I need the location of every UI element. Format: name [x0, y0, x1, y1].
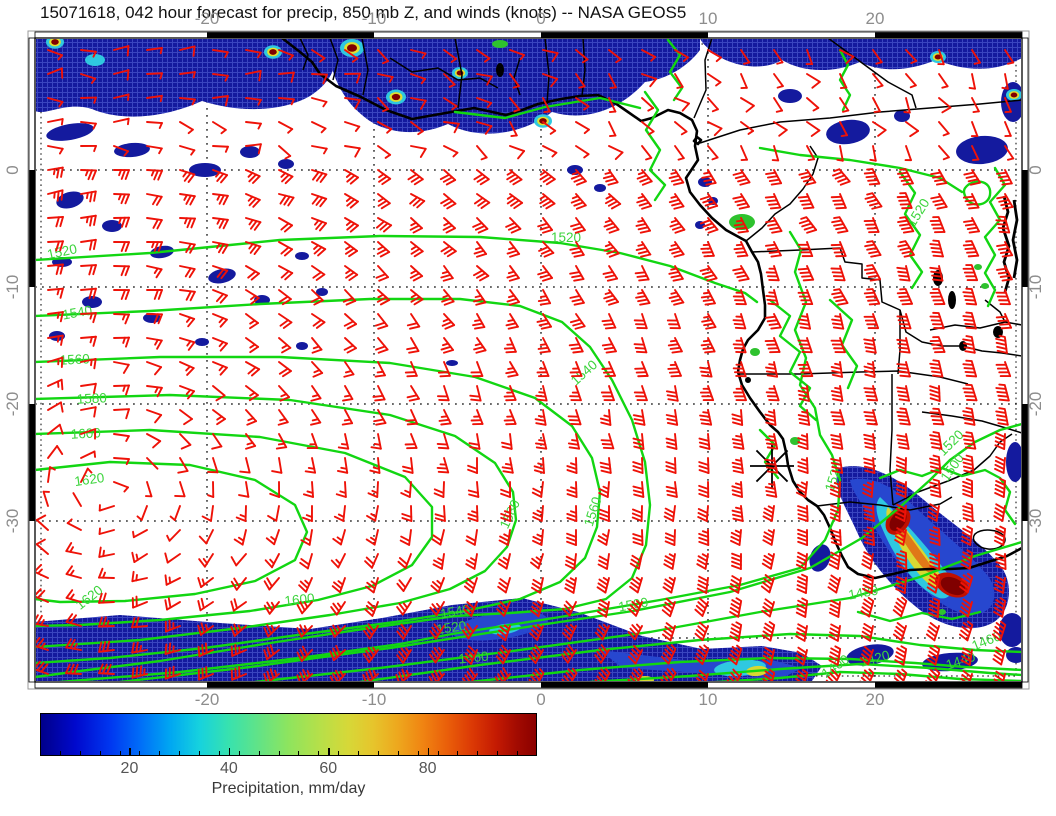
colorbar-minor-tick	[119, 751, 121, 755]
colorbar-minor-tick	[238, 751, 240, 755]
colorbar-major-tick	[129, 748, 131, 755]
colorbar-minor-tick	[457, 751, 459, 755]
colorbar-minor-tick	[258, 751, 260, 755]
colorbar-minor-tick	[179, 751, 181, 755]
colorbar-minor-tick	[278, 751, 280, 755]
svg-text:1540: 1540	[439, 602, 471, 622]
svg-text:1500: 1500	[617, 595, 649, 615]
colorbar-tick-label: 80	[418, 760, 437, 777]
colorbar-major-tick	[427, 748, 430, 755]
colorbar-minor-tick	[218, 751, 220, 755]
colorbar-minor-tick	[437, 751, 439, 755]
map-frame	[27, 30, 1030, 690]
colorbar-minor-tick	[159, 751, 161, 755]
colorbar-minor-tick	[298, 751, 300, 755]
colorbar-minor-tick	[139, 751, 141, 755]
colorbar	[40, 713, 537, 756]
colorbar-minor-tick	[79, 751, 81, 755]
colorbar-minor-tick	[377, 751, 379, 755]
svg-text:1620: 1620	[73, 470, 105, 489]
plot-title: 15071618, 042 hour forecast for precip, …	[40, 3, 687, 22]
colorbar-major-tick	[228, 748, 231, 755]
colorbar-minor-tick	[338, 751, 340, 755]
colorbar-minor-tick	[517, 751, 519, 755]
colorbar-minor-tick	[417, 751, 419, 755]
colorbar-major-tick	[328, 748, 330, 755]
colorbar-minor-tick	[397, 751, 399, 755]
station-marker	[750, 444, 794, 488]
coastlines-and-borders	[281, 39, 1021, 580]
svg-text:1580: 1580	[76, 390, 107, 407]
svg-text:1520: 1520	[435, 618, 467, 637]
colorbar-minor-tick	[477, 751, 479, 755]
colorbar-minor-tick	[199, 751, 201, 755]
svg-text:1540: 1540	[61, 303, 93, 323]
colorbar-tick-label: 40	[219, 760, 238, 777]
colorbar-minor-tick	[318, 751, 320, 755]
colorbar-minor-tick	[59, 751, 61, 755]
colorbar-minor-tick	[497, 751, 499, 755]
svg-text:1600: 1600	[70, 425, 101, 442]
svg-text:1520: 1520	[46, 241, 79, 262]
colorbar-tick-label: 20	[120, 760, 139, 777]
svg-text:1520: 1520	[551, 230, 581, 245]
wind-barbs	[36, 45, 1015, 681]
svg-text:1560: 1560	[59, 351, 90, 368]
svg-text:1600: 1600	[284, 590, 315, 608]
colorbar-title: Precipitation, mm/day	[211, 780, 366, 797]
colorbar-tick-label: 60	[319, 760, 338, 777]
colorbar-minor-tick	[99, 751, 101, 755]
colorbar-minor-tick	[358, 751, 360, 755]
